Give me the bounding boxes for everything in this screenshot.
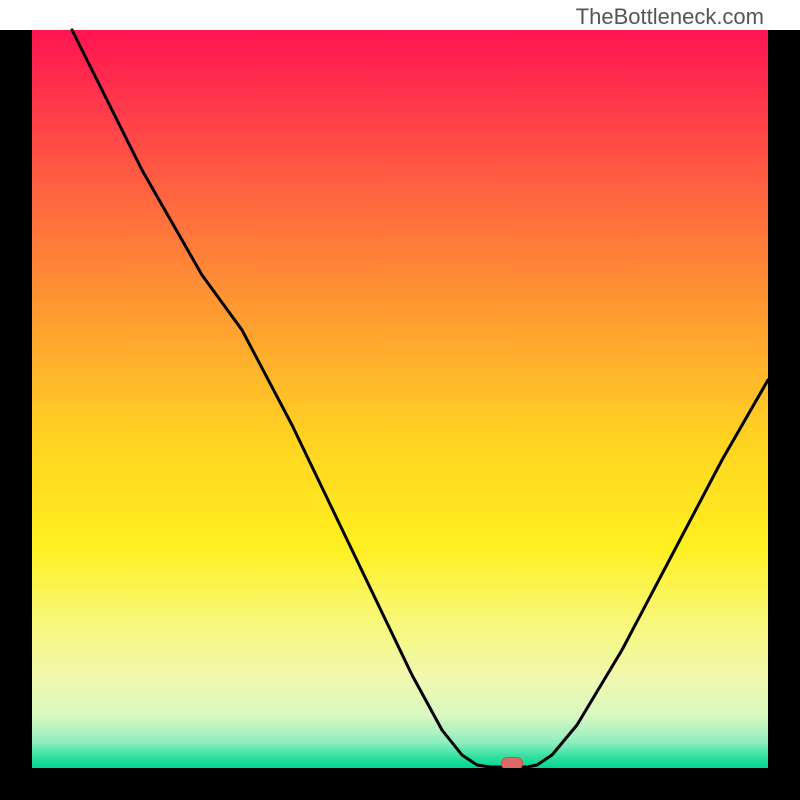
chart-frame: TheBottleneck.com	[0, 0, 800, 800]
plot-area	[32, 30, 768, 768]
watermark-text: TheBottleneck.com	[576, 4, 764, 30]
frame-border-left	[0, 30, 32, 800]
frame-border-right	[768, 30, 800, 800]
frame-border-bottom	[0, 768, 800, 800]
curve-path	[72, 30, 768, 767]
bottleneck-curve	[32, 30, 768, 768]
